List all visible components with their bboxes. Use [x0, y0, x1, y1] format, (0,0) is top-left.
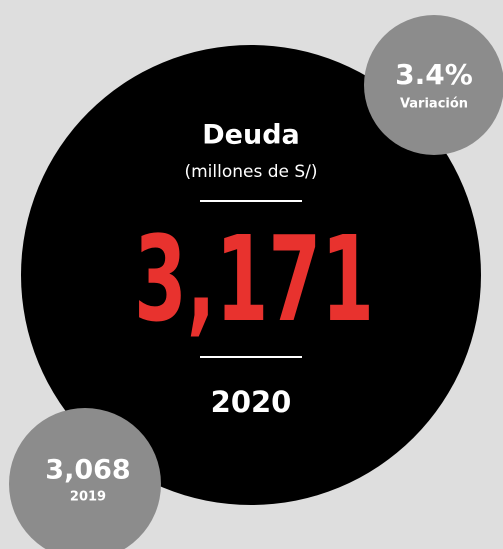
debt-year: 2020: [211, 385, 292, 419]
variation-label: Variación: [400, 97, 468, 112]
debt-unit: (millones de S/): [184, 162, 317, 182]
variation-circle: [364, 15, 503, 155]
debt-value: 3,171: [134, 210, 374, 348]
debt-title: Deuda: [202, 120, 300, 151]
previous-circle: [9, 408, 161, 549]
main-circle: [21, 45, 481, 505]
previous-value: 3,068: [45, 455, 130, 486]
variation-value: 3.4%: [395, 58, 473, 91]
previous-year: 2019: [70, 490, 106, 505]
